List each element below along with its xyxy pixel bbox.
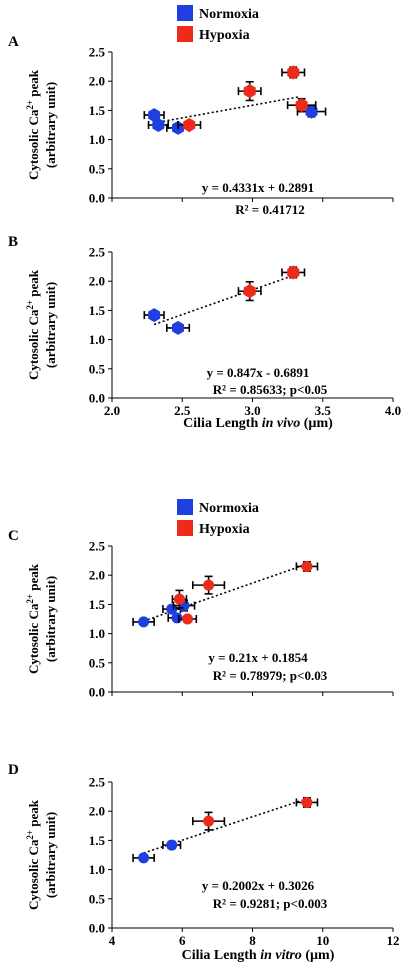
normoxia-data-point bbox=[172, 320, 185, 335]
legend-top: Normoxia Hypoxia bbox=[177, 5, 259, 43]
x-tick-label: 3.0 bbox=[244, 403, 260, 418]
y-tick-label: 1.5 bbox=[89, 597, 106, 612]
y-tick-label: 1.5 bbox=[89, 303, 106, 318]
y-axis-title-line2: (arbitrary unit) bbox=[43, 282, 58, 368]
legend-normoxia-swatch bbox=[177, 5, 193, 21]
hypoxia-data-point bbox=[287, 65, 300, 80]
x-tick-label: 4.0 bbox=[385, 403, 401, 418]
y-tick-label: 2.0 bbox=[89, 568, 105, 583]
panel-d: D Cytosolic Ca2+ peak (arbitrary unit) 0.0 0… bbox=[8, 762, 400, 948]
panel-letter: C bbox=[8, 528, 19, 544]
x-tick-label: 3.5 bbox=[315, 403, 332, 418]
x-tick-label: 10 bbox=[316, 933, 329, 948]
normoxia-data-point bbox=[148, 108, 161, 123]
hypoxia-data-point bbox=[203, 579, 215, 591]
normoxia-data-point bbox=[152, 118, 165, 132]
regression-equation: y = 0.21x + 0.1854 bbox=[208, 650, 308, 665]
legend-hypoxia-swatch bbox=[177, 26, 193, 42]
hypoxia-data-point bbox=[182, 613, 194, 625]
legend-hypoxia-label: Hypoxia bbox=[199, 522, 250, 537]
y-axis-title-line2: (arbitrary unit) bbox=[43, 82, 58, 168]
x-tick-label: 12 bbox=[387, 933, 400, 948]
y-tick-label: 1.0 bbox=[89, 862, 105, 877]
y-tick-label: 0.0 bbox=[89, 685, 105, 700]
y-tick-label: 0.5 bbox=[89, 161, 106, 176]
x-tick-label: 2.0 bbox=[104, 403, 120, 418]
y-tick-label: 1.5 bbox=[89, 833, 106, 848]
y-tick-label: 0.5 bbox=[89, 655, 106, 670]
trendline bbox=[154, 96, 300, 124]
x-tick-label: 4 bbox=[109, 933, 116, 948]
panel-letter: A bbox=[8, 34, 19, 50]
y-axis-title: Cytosolic Ca2+ peak bbox=[25, 563, 41, 674]
normoxia-data-point bbox=[305, 104, 318, 119]
r-squared-label: R² = 0.78979; p<0.03 bbox=[213, 668, 328, 683]
x-axis-title-in-vivo: Cilia Length in vivo (µm) bbox=[183, 416, 333, 431]
panel-a: A Cytosolic Ca2+ peak (arbitrary unit) 0.0 0… bbox=[8, 34, 394, 217]
y-axis-title: Cytosolic Ca2+ peak bbox=[25, 69, 41, 180]
legend-bottom: Normoxia Hypoxia bbox=[177, 499, 259, 537]
y-axis-title: Cytosolic Ca2+ peak bbox=[25, 799, 41, 910]
y-axis-title: Cytosolic Ca2+ peak bbox=[25, 269, 41, 380]
y-tick-label: 1.0 bbox=[89, 132, 105, 147]
r-squared-label: R² = 0.85633; p<0.05 bbox=[213, 382, 328, 397]
normoxia-data-point bbox=[148, 308, 161, 323]
y-tick-label: 2.0 bbox=[89, 804, 105, 819]
legend-normoxia-label: Normoxia bbox=[199, 501, 259, 516]
y-tick-label: 1.0 bbox=[89, 626, 105, 641]
y-tick-label: 2.0 bbox=[89, 274, 105, 289]
y-tick-label: 2.5 bbox=[89, 539, 106, 554]
regression-equation: y = 0.4331x + 0.2891 bbox=[202, 180, 314, 195]
y-tick-label: 2.5 bbox=[89, 775, 106, 790]
hypoxia-data-point bbox=[287, 265, 300, 280]
hypoxia-data-point bbox=[203, 815, 215, 827]
hypoxia-data-point bbox=[243, 84, 256, 99]
y-tick-label: 0.5 bbox=[89, 361, 106, 376]
y-tick-label: 1.5 bbox=[89, 103, 106, 118]
legend-hypoxia-swatch bbox=[177, 520, 193, 536]
hypoxia-data-point bbox=[301, 560, 313, 572]
hypoxia-data-point bbox=[173, 593, 185, 605]
y-tick-label: 0.0 bbox=[89, 391, 105, 406]
trendline bbox=[153, 272, 300, 326]
y-tick-label: 0.0 bbox=[89, 191, 105, 206]
panel-letter: B bbox=[8, 234, 18, 250]
y-axis-title-line2: (arbitrary unit) bbox=[43, 812, 58, 898]
legend-hypoxia-label: Hypoxia bbox=[199, 28, 250, 43]
panel-c: C Cytosolic Ca2+ peak (arbitrary unit) 0.0 0… bbox=[8, 528, 394, 700]
hypoxia-data-point bbox=[295, 98, 308, 113]
legend-normoxia-swatch bbox=[177, 499, 193, 515]
hypoxia-data-point bbox=[183, 118, 196, 132]
x-tick-label: 8 bbox=[249, 933, 256, 948]
x-tick-label: 6 bbox=[179, 933, 186, 948]
normoxia-data-point bbox=[138, 616, 150, 628]
y-axis-title-line2: (arbitrary unit) bbox=[43, 576, 58, 662]
y-tick-label: 2.0 bbox=[89, 74, 105, 89]
normoxia-data-point bbox=[166, 839, 178, 851]
legend-normoxia-label: Normoxia bbox=[199, 7, 259, 22]
x-tick-label: 2.5 bbox=[174, 403, 191, 418]
y-tick-label: 1.0 bbox=[89, 332, 105, 347]
normoxia-data-point bbox=[138, 852, 150, 864]
y-tick-label: 0.0 bbox=[89, 921, 105, 936]
y-tick-label: 0.5 bbox=[89, 891, 106, 906]
x-axis-title-in-vitro: Cilia Length in vitro (µm) bbox=[182, 948, 335, 963]
regression-equation: y = 0.2002x + 0.3026 bbox=[202, 878, 315, 893]
regression-equation: y = 0.847x - 0.6891 bbox=[207, 365, 310, 380]
panel-b: B Cytosolic Ca2+ peak (arbitrary unit) 0.0 0… bbox=[8, 234, 401, 418]
y-tick-label: 2.5 bbox=[89, 245, 106, 260]
r-squared-label: R² = 0.9281; p<0.003 bbox=[213, 896, 328, 911]
panel-letter: D bbox=[8, 762, 19, 778]
y-tick-label: 2.5 bbox=[89, 45, 106, 60]
hypoxia-data-point bbox=[243, 284, 256, 299]
hypoxia-data-point bbox=[301, 796, 313, 808]
r-squared-label: R² = 0.41712 bbox=[235, 202, 304, 217]
normoxia-data-point bbox=[171, 612, 183, 624]
